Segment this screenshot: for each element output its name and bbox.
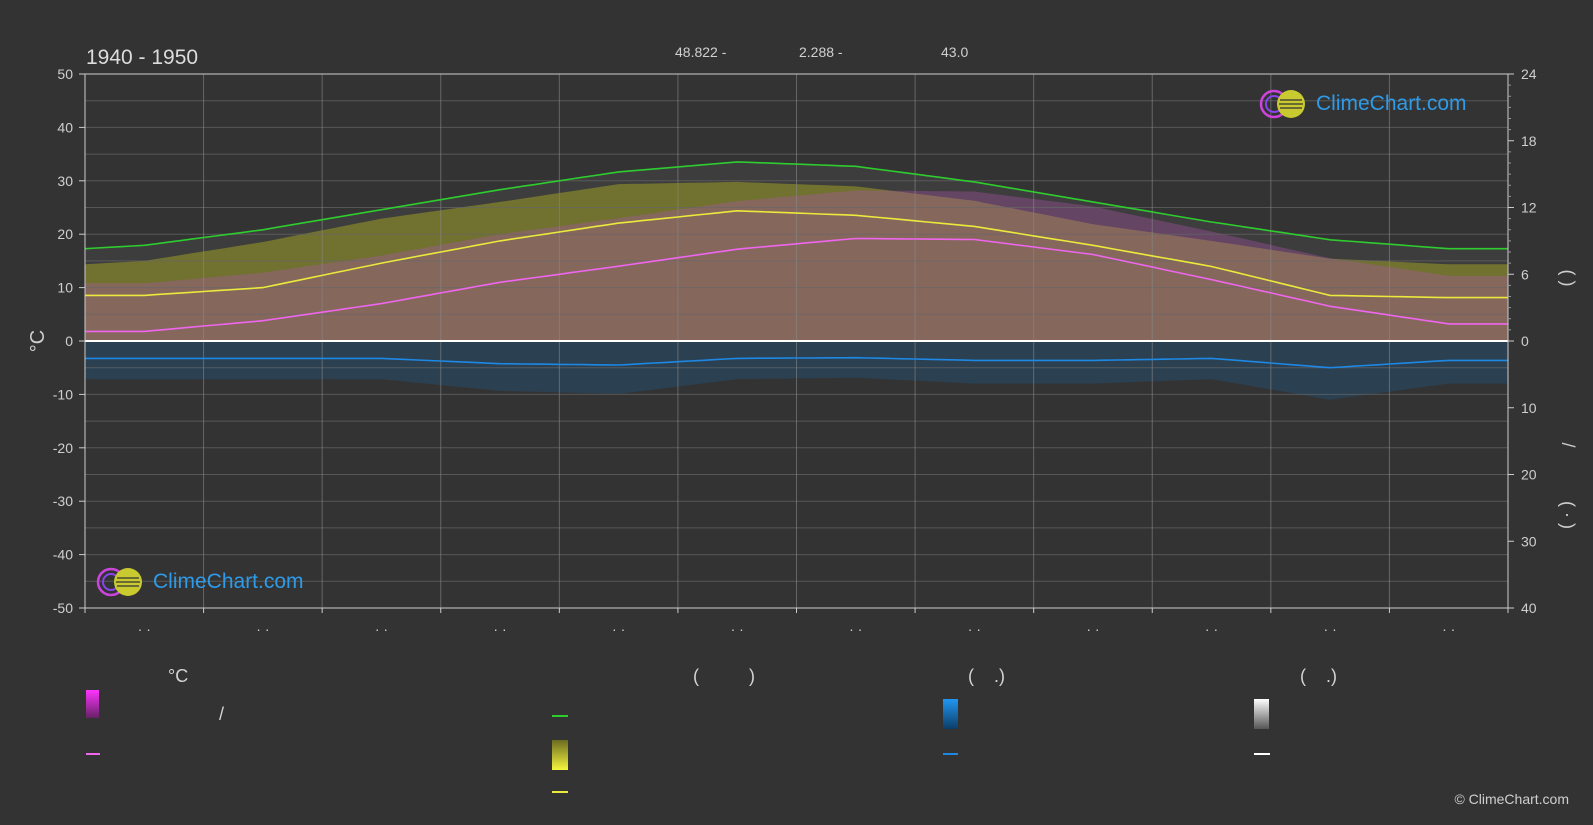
x-month-label: · ·: [968, 621, 981, 637]
y-tick-label: 0: [65, 333, 73, 349]
series-temperature-mean: [85, 237, 1508, 333]
x-month-label: · ·: [493, 621, 506, 637]
series-daylight: [84, 161, 1508, 250]
logo-icon: [96, 567, 142, 597]
location-lon: 2.288 -: [799, 44, 843, 60]
legend-swatch-sunshine: [552, 740, 568, 770]
y2-tick-label: 20: [1521, 467, 1537, 483]
series-sunshine-mean: [85, 209, 1508, 299]
y2-tick-label: 30: [1521, 533, 1537, 549]
y-tick-label: 50: [57, 66, 73, 82]
grid: [84, 73, 1509, 609]
series-lines: [84, 161, 1508, 369]
y-tick-label: 20: [57, 226, 73, 242]
legend-swatch-snow: [1254, 699, 1269, 729]
logo-icon: [1259, 89, 1305, 119]
y2-axis-label-lower: ( · ): [1558, 501, 1578, 529]
legend-temperature-slash: /: [219, 704, 225, 724]
legend-snow-heading: ( .): [1300, 666, 1337, 686]
y2-tick-label: 18: [1521, 133, 1537, 149]
y-tick-label: -20: [53, 440, 73, 456]
legend-sunshine-heading: ( ): [693, 666, 755, 686]
legend-swatches: [86, 690, 1270, 793]
y-tick-label: 10: [57, 280, 73, 296]
legend-temperature-heading: °C: [168, 666, 189, 686]
x-month-label: · ·: [1442, 621, 1455, 637]
y-tick-label: 40: [57, 119, 73, 135]
x-month-label: · ·: [1086, 621, 1099, 637]
y-tick-label: -30: [53, 493, 73, 509]
y2-tick-label: 0: [1521, 333, 1529, 349]
legend-swatch-rain: [943, 699, 958, 729]
logo-text: ClimeChart.com: [1316, 92, 1467, 115]
location-lat: 48.822 -: [675, 44, 727, 60]
location-elevation: 43.0: [941, 44, 969, 60]
y2-axis-separator: /: [1558, 442, 1578, 447]
y-axis-label: °C: [27, 330, 49, 352]
period-title: 1940 - 1950: [86, 46, 199, 69]
legend-rain-heading: ( .): [968, 666, 1005, 686]
x-month-label: · ·: [612, 621, 625, 637]
logo-text: ClimeChart.com: [153, 570, 304, 593]
y-tick-label: 30: [57, 173, 73, 189]
y2-tick-label: 40: [1521, 600, 1537, 616]
x-month-label: · ·: [849, 621, 862, 637]
y-tick-label: -50: [53, 600, 73, 616]
y-tick-label: -10: [53, 386, 73, 402]
series-rain-mean: [85, 356, 1508, 369]
x-month-label: · ·: [1205, 621, 1218, 637]
x-month-label: · ·: [731, 621, 744, 637]
x-month-label: · ·: [375, 621, 388, 637]
copyright[interactable]: © ClimeChart.com: [1454, 791, 1569, 807]
y2-tick-label: 12: [1521, 200, 1537, 216]
y-tick-label: -40: [53, 547, 73, 563]
y2-axis-label-upper: ( ): [1558, 270, 1578, 287]
logo-bottom[interactable]: ClimeChart.com: [95, 566, 304, 598]
axes: 50 40 30 20 10 0 -10 -20 -30 -40 -50 24 18 12 6 0 10 20 30…: [27, 66, 1578, 637]
y2-tick-label: 6: [1521, 266, 1529, 282]
legend-swatch-temperature-range: [86, 690, 99, 718]
logo-top[interactable]: ClimeChart.com: [1258, 88, 1467, 120]
x-month-label: · ·: [138, 621, 151, 637]
x-month-label: · ·: [1324, 621, 1337, 637]
y2-tick-label: 24: [1521, 66, 1537, 82]
y2-tick-label: 10: [1521, 400, 1537, 416]
x-month-label: · ·: [256, 621, 269, 637]
